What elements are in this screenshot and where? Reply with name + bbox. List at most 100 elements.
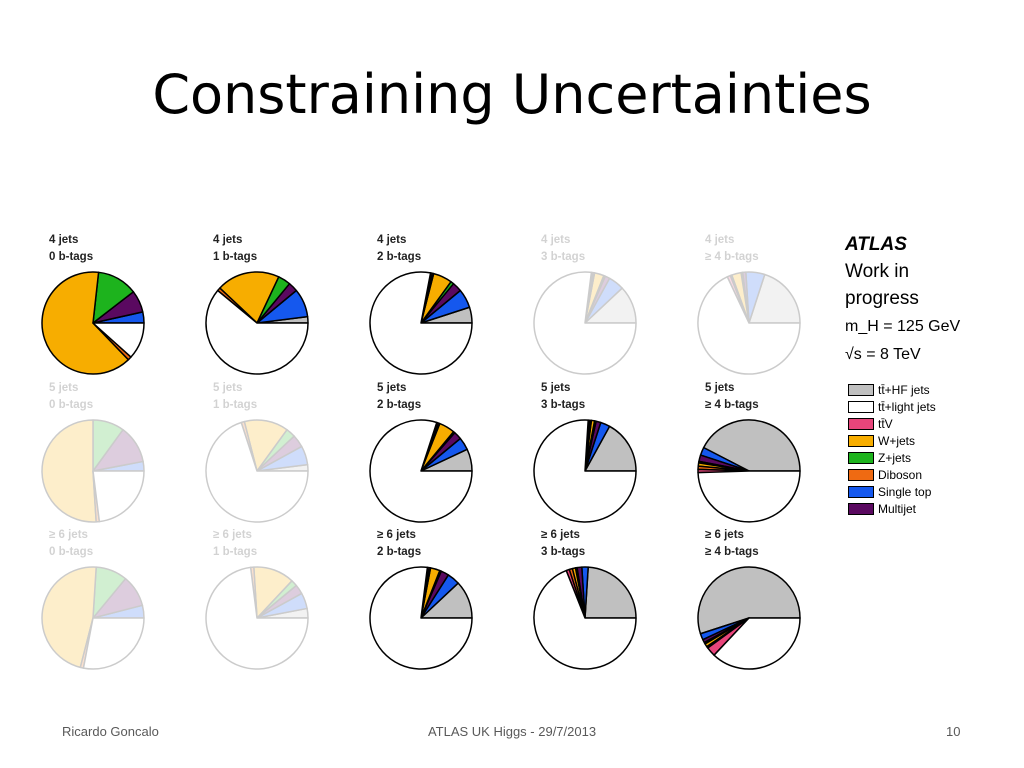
legend-entry: W+jets: [848, 432, 936, 449]
pie-slice-zjets: [92, 419, 124, 472]
pie-chart-cell: 5 jets ≥ 4 b-tags: [696, 380, 806, 528]
pie-slice-ttlight: [92, 470, 145, 523]
pie-slice-ttlight: [697, 470, 801, 523]
pie-slice-zjets: [740, 271, 750, 324]
pie-slice-singletop: [256, 592, 308, 619]
pie-label: ≥ 6 jets 0 b-tags: [49, 527, 93, 561]
legend-entry: tt̄+HF jets: [848, 381, 936, 398]
pie-label: 5 jets 1 b-tags: [213, 380, 257, 414]
pie-slice-ttlight: [205, 289, 309, 375]
pie-slice-wjets: [253, 566, 293, 619]
btag-multiplicity-label: 0 b-tags: [49, 399, 94, 411]
legend-label: Diboson: [878, 467, 923, 482]
pie-slice-diboson: [92, 470, 101, 523]
pie-chart: [205, 271, 309, 375]
legend-label: Multijet: [878, 501, 917, 516]
pie-chart-cell: 5 jets 1 b-tags: [204, 380, 314, 528]
legend-label: Single top: [878, 484, 932, 499]
pie-slice-ttlight: [533, 271, 637, 375]
footer-author: Ricardo Goncalo: [62, 724, 159, 739]
legend-entry: Single top: [848, 483, 936, 500]
pie-chart-cell: ≥ 6 jets 2 b-tags: [368, 527, 478, 675]
legend-swatch: [848, 400, 874, 413]
pie-chart-cell: 4 jets 2 b-tags: [368, 232, 478, 380]
legend-label: tt̄V: [878, 416, 893, 431]
pie-slice-zjets: [256, 428, 295, 472]
pie-slice-ttlight: [92, 322, 145, 358]
pie-slice-ttlight: [205, 421, 309, 523]
pie-slice-ttv: [726, 274, 750, 324]
legend-entry: Diboson: [848, 466, 936, 483]
btag-multiplicity-label: 1 b-tags: [213, 399, 258, 411]
legend-entry: tt̄+light jets: [848, 398, 936, 415]
pie-label: 5 jets 3 b-tags: [541, 380, 585, 414]
btag-multiplicity-label: 0 b-tags: [49, 546, 94, 558]
pie-slice-wjets: [730, 271, 750, 324]
btag-multiplicity-label: 3 b-tags: [541, 399, 586, 411]
pie-slice-wjets: [219, 271, 280, 324]
pie-label: 4 jets 0 b-tags: [49, 232, 93, 266]
pie-slice-wjets: [41, 419, 97, 523]
btag-multiplicity-label: ≥ 4 b-tags: [705, 251, 759, 263]
legend-label: W+jets: [878, 433, 916, 448]
pie-slice-tthf: [584, 287, 637, 324]
pie-chart: [205, 419, 309, 523]
pie-slice-tthf: [702, 419, 801, 472]
btag-multiplicity-label: 2 b-tags: [377, 399, 422, 411]
legend-swatch: [848, 468, 874, 481]
legend-swatch: [848, 502, 874, 515]
pie-label: 5 jets ≥ 4 b-tags: [705, 380, 759, 414]
pie-chart: [533, 566, 637, 670]
legend-swatch: [848, 383, 874, 396]
pie-chart-cell: 4 jets ≥ 4 b-tags: [696, 232, 806, 380]
pie-slice-wjets: [41, 566, 97, 669]
btag-multiplicity-label: 1 b-tags: [213, 546, 258, 558]
legend-entry: Multijet: [848, 500, 936, 517]
pie-chart: [533, 271, 637, 375]
pie-slice-tthf: [256, 463, 309, 472]
pie-chart-cell: ≥ 6 jets ≥ 4 b-tags: [696, 527, 806, 675]
pie-slice-singletop: [92, 460, 145, 472]
pie-slice-ttlight: [533, 419, 637, 523]
pie-label: ≥ 6 jets ≥ 4 b-tags: [705, 527, 759, 561]
footer-page-number: 10: [946, 724, 961, 739]
pie-slice-singletop: [745, 271, 766, 324]
jet-multiplicity-label: 4 jets: [49, 234, 79, 246]
pie-slice-tthf: [748, 273, 801, 324]
legend-label: tt̄+HF jets: [878, 382, 930, 397]
jet-multiplicity-label: 4 jets: [213, 234, 243, 246]
btag-multiplicity-label: 1 b-tags: [213, 251, 258, 263]
pie-slice-ttlight: [82, 617, 145, 670]
jet-multiplicity-label: 4 jets: [541, 234, 571, 246]
pie-slice-tthf: [584, 425, 637, 472]
jet-multiplicity-label: ≥ 6 jets: [541, 529, 580, 541]
pie-slice-diboson: [249, 566, 258, 619]
pie-chart-cell: ≥ 6 jets 1 b-tags: [204, 527, 314, 675]
legend-entry: Z+jets: [848, 449, 936, 466]
pie-slice-tthf: [584, 566, 637, 619]
pie-slice-diboson: [584, 271, 596, 324]
pie-label: ≥ 6 jets 1 b-tags: [213, 527, 257, 561]
pie-chart-cell: 5 jets 2 b-tags: [368, 380, 478, 528]
jet-multiplicity-label: 4 jets: [377, 234, 407, 246]
pie-slice-diboson: [79, 617, 94, 669]
legend-swatch: [848, 417, 874, 430]
pie-slice-singletop: [92, 604, 145, 619]
pie-label: 4 jets ≥ 4 b-tags: [705, 232, 759, 266]
pie-chart: [533, 419, 637, 523]
pie-chart: [41, 419, 145, 523]
pie-chart-cell: 4 jets 3 b-tags: [532, 232, 642, 380]
pie-label: 4 jets 2 b-tags: [377, 232, 421, 266]
pie-chart: [369, 419, 473, 523]
pie-slice-ttlight: [369, 271, 473, 375]
pie-slice-ttlight: [533, 569, 637, 670]
pie-slice-multijet: [256, 435, 303, 472]
legend-swatch: [848, 485, 874, 498]
slide-title: Constraining Uncertainties: [152, 63, 872, 126]
jet-multiplicity-label: ≥ 6 jets: [213, 529, 252, 541]
pie-chart: [205, 566, 309, 670]
pie-slice-wjets: [243, 419, 288, 472]
pie-label: 5 jets 0 b-tags: [49, 380, 93, 414]
pie-chart-cell: ≥ 6 jets 0 b-tags: [40, 527, 150, 675]
pie-slice-zjets: [92, 566, 127, 619]
